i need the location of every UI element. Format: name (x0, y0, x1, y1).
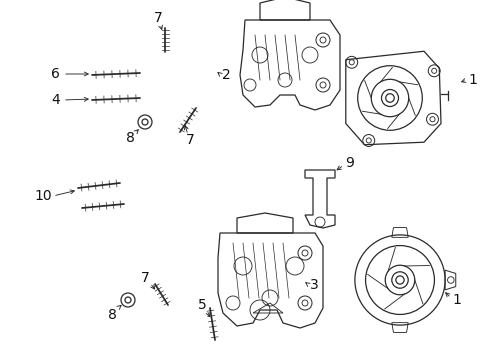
Text: 9: 9 (345, 156, 353, 170)
Text: 3: 3 (309, 278, 318, 292)
Text: 2: 2 (222, 68, 230, 82)
Text: 1: 1 (451, 293, 460, 307)
Text: 5: 5 (197, 298, 206, 312)
Text: 8: 8 (107, 308, 116, 322)
Text: 7: 7 (141, 271, 149, 285)
Text: 10: 10 (34, 189, 52, 203)
Text: 4: 4 (51, 93, 60, 107)
Text: 7: 7 (185, 133, 194, 147)
Text: 8: 8 (125, 131, 134, 145)
Text: 6: 6 (51, 67, 60, 81)
Text: 1: 1 (467, 73, 476, 87)
Text: 7: 7 (153, 11, 162, 25)
